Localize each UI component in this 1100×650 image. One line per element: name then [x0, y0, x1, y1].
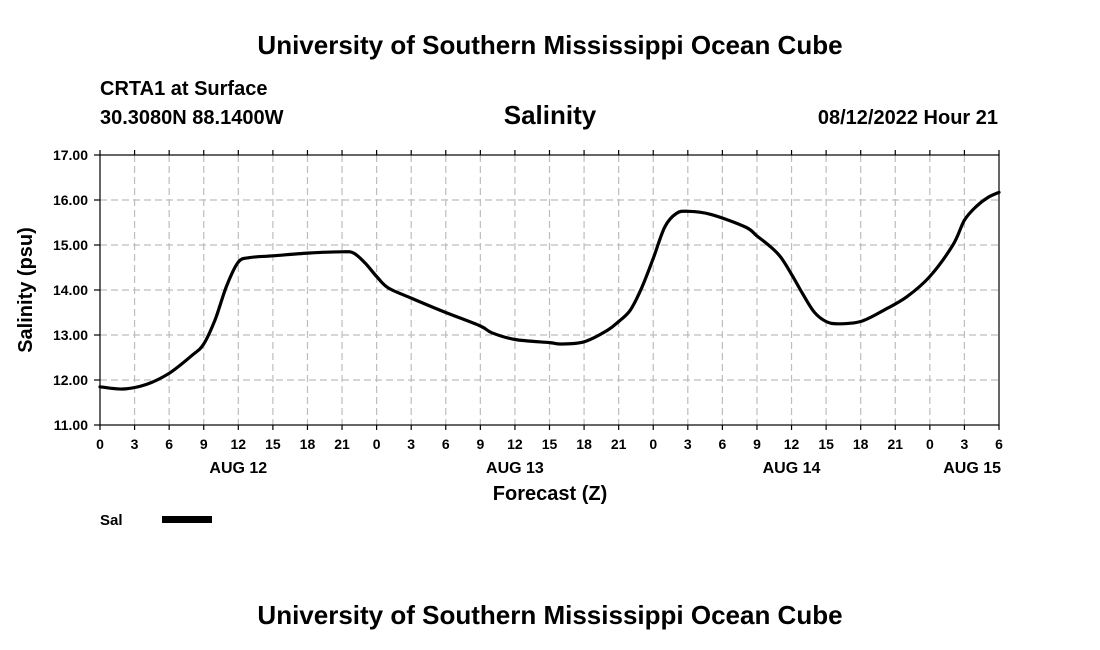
x-tick-label: 0: [373, 436, 381, 452]
station-coordinates: 30.3080N 88.1400W: [100, 107, 284, 129]
legend-swatch: [162, 516, 212, 523]
x-tick-label: 18: [853, 436, 869, 452]
x-tick-label: 3: [684, 436, 692, 452]
day-label: AUG 14: [763, 460, 821, 477]
x-tick-label: 3: [407, 436, 415, 452]
x-tick-label: 9: [200, 436, 208, 452]
x-tick-label: 21: [611, 436, 627, 452]
y-tick-label: 14.00: [53, 282, 88, 298]
x-tick-label: 15: [818, 436, 834, 452]
x-axis: 0 3 6 9 12 15 18 21 0 3 6 9 12 15 18 21 0 3 6 9 12 15 18 21 0 3 6 A…: [96, 150, 1003, 477]
day-label: AUG 12: [209, 460, 267, 477]
x-tick-label: 15: [542, 436, 558, 452]
x-tick-label: 18: [576, 436, 592, 452]
station-name: CRTA1 at Surface: [100, 78, 267, 100]
legend-label: Sal: [100, 512, 123, 529]
x-tick-label: 15: [265, 436, 281, 452]
y-tick-label: 17.00: [53, 147, 88, 163]
x-tick-label: 0: [926, 436, 934, 452]
x-tick-label: 6: [442, 436, 450, 452]
x-tick-label: 3: [961, 436, 969, 452]
y-tick-label: 15.00: [53, 237, 88, 253]
x-tick-label: 0: [96, 436, 104, 452]
x-tick-label: 0: [649, 436, 657, 452]
x-axis-label: Forecast (Z): [493, 483, 607, 505]
legend: Sal: [100, 512, 212, 529]
x-tick-label: 12: [231, 436, 247, 452]
y-tick-label: 16.00: [53, 192, 88, 208]
x-tick-label: 9: [476, 436, 484, 452]
day-label: AUG 13: [486, 460, 544, 477]
x-tick-label: 21: [334, 436, 350, 452]
forecast-timestamp: 08/12/2022 Hour 21: [818, 107, 998, 129]
x-tick-label: 6: [718, 436, 726, 452]
series-line-sal: [98, 190, 1001, 391]
x-tick-label: 9: [753, 436, 761, 452]
x-tick-label: 12: [784, 436, 800, 452]
x-tick-label: 6: [995, 436, 1003, 452]
footer-title: University of Southern Mississippi Ocean…: [257, 600, 842, 630]
grid: [100, 154, 999, 425]
y-tick-label: 12.00: [53, 372, 88, 388]
x-tick-label: 12: [507, 436, 523, 452]
y-tick-label: 13.00: [53, 327, 88, 343]
y-axis-label: Salinity (psu): [15, 227, 37, 353]
y-tick-label: 11.00: [54, 417, 88, 433]
chart-title: Salinity: [504, 100, 597, 130]
x-tick-label: 6: [165, 436, 173, 452]
x-tick-label: 3: [131, 436, 139, 452]
x-tick-label: 21: [887, 436, 903, 452]
day-label: AUG 15: [943, 460, 1001, 477]
page-title: University of Southern Mississippi Ocean…: [257, 30, 842, 60]
x-tick-label: 18: [300, 436, 316, 452]
y-axis: 11.00 12.00 13.00 14.00 15.00 16.00 17.00: [53, 147, 100, 433]
